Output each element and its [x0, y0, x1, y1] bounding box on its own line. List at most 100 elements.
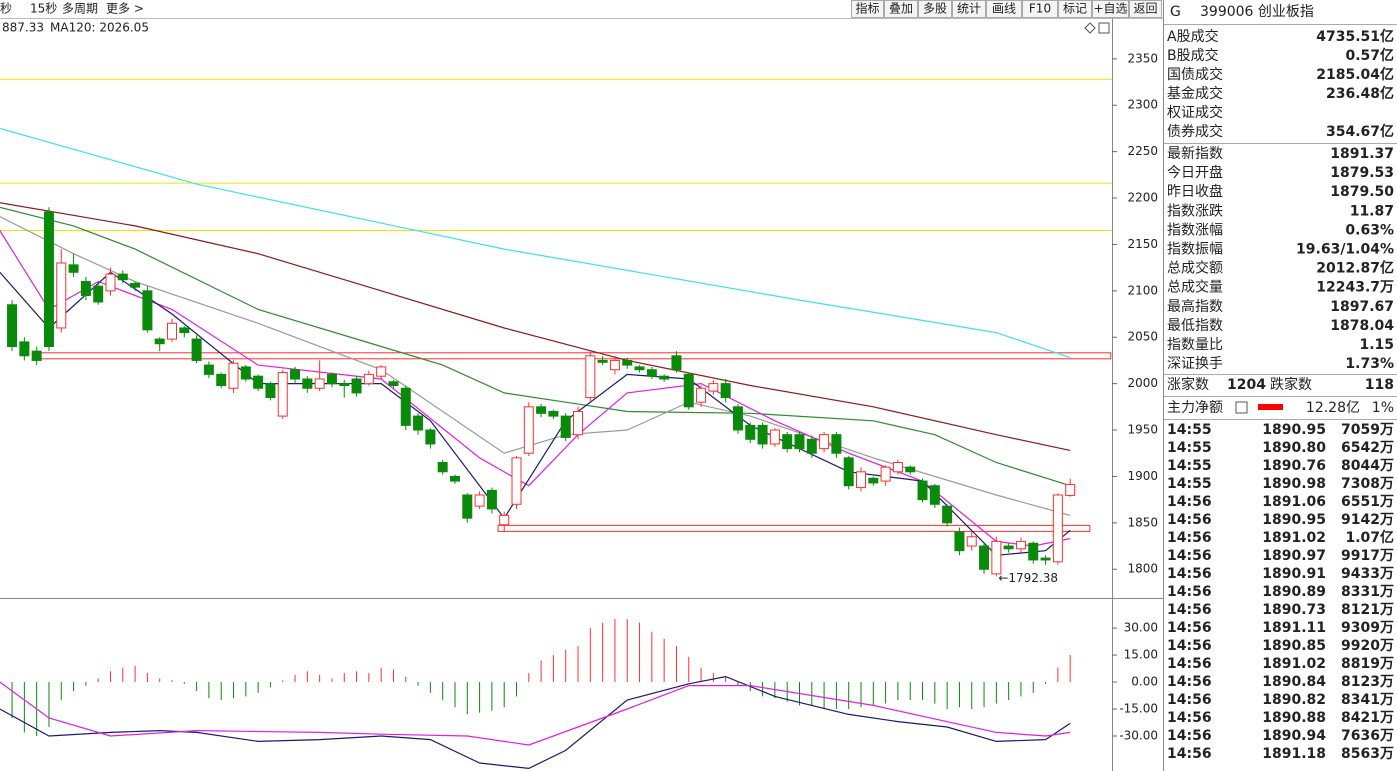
- tick-price: 1890.85: [1262, 638, 1326, 654]
- y-tick-label: 2300: [1127, 98, 1158, 112]
- tick-time: 14:55: [1167, 440, 1212, 456]
- stat-label: 总成交量: [1167, 279, 1223, 296]
- toolbar-button-label[interactable]: 叠加: [889, 2, 913, 16]
- candle-body: [892, 462, 903, 473]
- tick-time: 14:56: [1167, 548, 1212, 564]
- candle-body: [856, 471, 867, 489]
- candle-body: [302, 378, 313, 389]
- toolbar-button[interactable]: [1092, 0, 1129, 18]
- tick-time: 14:56: [1167, 692, 1212, 708]
- y-tick-label: 0.00: [1131, 675, 1158, 689]
- tick-time: 14:56: [1167, 512, 1212, 528]
- tick-time: 14:56: [1167, 638, 1212, 654]
- stat-value: 1879.53: [1330, 165, 1394, 181]
- tick-price: 1890.95: [1262, 422, 1326, 438]
- breadth-label: 涨家数: [1167, 376, 1209, 393]
- tick-time: 14:56: [1167, 710, 1212, 726]
- support-band: [497, 524, 1091, 532]
- period-tab[interactable]: 秒: [0, 2, 12, 16]
- tick-price: 1890.95: [1262, 512, 1326, 528]
- candle-body: [905, 466, 916, 473]
- tick-volume: 8121万: [1341, 602, 1394, 618]
- chart-layer: 秒 15秒 多周期 更多 > 指标 叠加 多股 统计 画线 F10 标记 +自选 返回 1800 1850 1…: [0, 0, 1162, 770]
- toolbar-button[interactable]: [1058, 0, 1092, 18]
- candle-body: [942, 505, 953, 524]
- y-tick-label: 15.00: [1124, 648, 1158, 662]
- stat-label: 总成交额: [1167, 260, 1223, 277]
- stat-value: 19.63/1.04%: [1296, 242, 1394, 258]
- toolbar-button[interactable]: [1022, 0, 1058, 18]
- toolbar-button-label[interactable]: 返回: [1133, 2, 1157, 16]
- tick-price: 1890.98: [1262, 476, 1326, 492]
- shape-icon[interactable]: [1084, 22, 1096, 34]
- tick-volume: 7059万: [1341, 422, 1394, 438]
- tick-price: 1891.18: [1262, 746, 1326, 762]
- toolbar-button[interactable]: [884, 0, 918, 18]
- candle-body: [191, 338, 202, 361]
- window-icon[interactable]: [1098, 22, 1110, 34]
- tick-volume: 7636万: [1341, 728, 1394, 744]
- tick-volume: 8341万: [1341, 692, 1394, 708]
- candle-body: [769, 429, 780, 445]
- period-tab[interactable]: 多周期: [62, 2, 98, 16]
- market-prefix: G: [1170, 4, 1181, 20]
- stat-label: 最高指数: [1167, 298, 1223, 315]
- tick-time: 14:56: [1167, 602, 1212, 618]
- candle-body: [228, 362, 239, 389]
- toolbar-button-label[interactable]: 标记: [1063, 2, 1087, 16]
- candle-body: [880, 466, 891, 482]
- candle-body: [917, 480, 928, 501]
- toolbar-button-label[interactable]: 统计: [957, 2, 981, 16]
- period-tab[interactable]: 更多 >: [106, 2, 144, 16]
- stat-value: 4735.51亿: [1316, 28, 1394, 45]
- stat-value: 1897.67: [1330, 299, 1394, 315]
- candle-body: [400, 387, 411, 426]
- list-icon[interactable]: [1235, 401, 1248, 414]
- candle-body: [277, 371, 288, 417]
- toolbar-button-label[interactable]: 画线: [992, 2, 1016, 16]
- toolbar-button[interactable]: [851, 0, 884, 18]
- indicator-line: [0, 127, 1071, 359]
- candle-body: [511, 457, 522, 505]
- stat-label: 最新指数: [1167, 146, 1223, 162]
- candle-body: [708, 383, 719, 392]
- y-tick-label: 1950: [1127, 423, 1158, 437]
- candle-body: [1040, 557, 1051, 561]
- candle-body: [142, 290, 153, 331]
- stat-label: 指数涨幅: [1167, 222, 1223, 238]
- tick-volume: 7308万: [1341, 476, 1394, 492]
- toolbar-button-label[interactable]: 指标: [855, 1, 879, 16]
- candle-body: [425, 429, 436, 445]
- period-tab[interactable]: 15秒: [30, 2, 57, 16]
- candle-body: [659, 375, 670, 380]
- stat-label: 指数涨跌: [1167, 203, 1223, 219]
- toolbar-button-label[interactable]: +自选: [1093, 2, 1127, 16]
- toolbar-button[interactable]: [1129, 0, 1162, 18]
- candle-body: [265, 383, 276, 399]
- toolbar-button[interactable]: [952, 0, 986, 18]
- tick-volume: 9309万: [1341, 620, 1394, 636]
- candle-body: [290, 369, 301, 380]
- candle-body: [31, 350, 42, 361]
- tick-price: 1891.02: [1262, 656, 1326, 672]
- tick-volume: 9920万: [1341, 638, 1394, 654]
- candle-body: [560, 415, 571, 438]
- candle-body: [745, 424, 756, 440]
- indicator-line: [0, 202, 1071, 451]
- flow-pct: 1%: [1372, 400, 1394, 416]
- tick-time: 14:56: [1167, 746, 1212, 762]
- candle-body: [388, 381, 399, 386]
- stat-value: 236.48亿: [1326, 85, 1394, 102]
- stat-label: 深证换手: [1167, 355, 1223, 372]
- toolbar-button[interactable]: [918, 0, 952, 18]
- toolbar-button-label[interactable]: F10: [1029, 2, 1051, 16]
- y-tick-label: 2050: [1127, 330, 1158, 344]
- stat-value: 1878.04: [1330, 318, 1394, 334]
- stat-value: 2185.04亿: [1316, 66, 1394, 83]
- tick-price: 1891.06: [1262, 494, 1326, 510]
- stat-value: 1879.50: [1330, 184, 1394, 200]
- toolbar-button-label[interactable]: 多股: [923, 2, 947, 16]
- tick-volume: 6551万: [1341, 494, 1394, 510]
- toolbar-button[interactable]: [986, 0, 1022, 18]
